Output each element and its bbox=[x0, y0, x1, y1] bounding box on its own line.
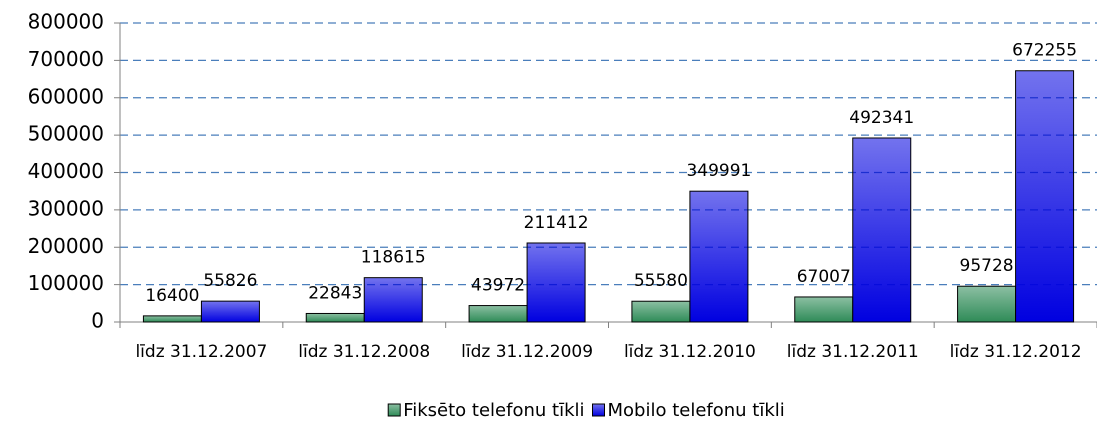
y-tick-label: 300000 bbox=[28, 196, 104, 220]
y-tick-label: 800000 bbox=[28, 10, 104, 34]
y-tick-label: 100000 bbox=[28, 271, 104, 295]
value-label: 211412 bbox=[524, 213, 589, 233]
bar bbox=[852, 137, 912, 323]
legend-label: Mobilo telefonu tīkli bbox=[608, 400, 785, 421]
bar bbox=[1015, 70, 1075, 323]
bar bbox=[631, 300, 691, 323]
y-tick-label: 500000 bbox=[28, 122, 104, 146]
bar bbox=[200, 300, 260, 323]
x-tick-label: līdz 31.12.2012 bbox=[950, 342, 1082, 362]
x-tick-label: līdz 31.12.2008 bbox=[298, 342, 430, 362]
bar bbox=[468, 305, 528, 323]
bar bbox=[526, 242, 586, 323]
bar bbox=[794, 296, 854, 323]
value-label: 118615 bbox=[361, 248, 426, 268]
value-label: 492341 bbox=[849, 108, 914, 128]
value-label: 22843 bbox=[308, 283, 362, 303]
bar bbox=[957, 285, 1017, 323]
y-tick-label: 700000 bbox=[28, 47, 104, 71]
legend-label: Fiksēto telefonu tīkli bbox=[403, 400, 584, 421]
legend-swatch bbox=[387, 403, 401, 417]
x-tick-label: līdz 31.12.2011 bbox=[787, 342, 919, 362]
value-label: 95728 bbox=[960, 256, 1014, 276]
legend-swatch bbox=[592, 403, 605, 417]
bar bbox=[363, 277, 423, 323]
y-tick-label: 400000 bbox=[28, 159, 104, 183]
bar bbox=[689, 190, 749, 323]
legend: Fiksēto telefonu tīkli Mobilo telefonu tī… bbox=[387, 400, 785, 421]
x-tick-label: līdz 31.12.2007 bbox=[135, 342, 267, 362]
y-tick-label: 200000 bbox=[28, 234, 104, 258]
bar bbox=[142, 315, 202, 323]
value-label: 349991 bbox=[686, 161, 751, 181]
y-tick-label: 600000 bbox=[28, 84, 104, 108]
value-label: 55826 bbox=[203, 271, 257, 291]
y-tick-label: 0 bbox=[91, 309, 104, 333]
value-label: 672255 bbox=[1012, 41, 1077, 61]
value-label: 16400 bbox=[145, 286, 199, 306]
bar bbox=[305, 312, 365, 323]
x-tick-label: līdz 31.12.2010 bbox=[624, 342, 756, 362]
value-label: 55580 bbox=[634, 271, 688, 291]
x-tick-label: līdz 31.12.2009 bbox=[461, 342, 593, 362]
value-label: 67007 bbox=[797, 267, 851, 287]
value-label: 43972 bbox=[471, 276, 525, 296]
